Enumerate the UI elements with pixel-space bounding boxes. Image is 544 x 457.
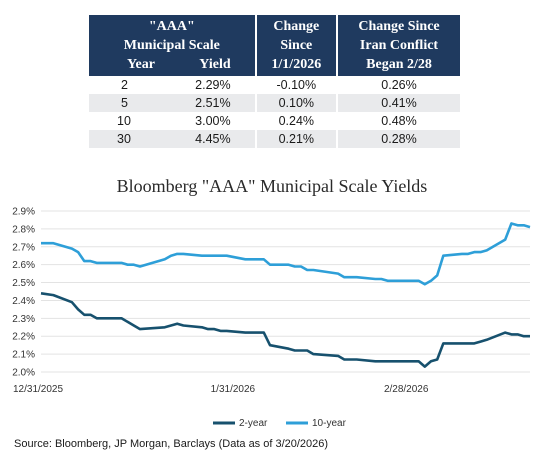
- change-ytd-line3: 1/1/2026: [271, 57, 322, 72]
- y-tick-label: 2.0%: [12, 368, 35, 379]
- y-tick-label: 2.2%: [12, 332, 35, 343]
- y-tick-label: 2.4%: [12, 296, 35, 307]
- scale-header: "AAA" Municipal Scale Year Yield: [89, 15, 256, 76]
- scale-cell: 10 3.00%: [89, 112, 256, 130]
- y-tick-label: 2.1%: [12, 350, 35, 361]
- scale-title-line1: "AAA": [148, 19, 195, 34]
- yield-cell: 2.29%: [195, 78, 231, 92]
- yield-cell: 4.45%: [195, 132, 231, 146]
- series-line-10-year: [41, 222, 531, 286]
- table-row: 5 2.51% 0.10% 0.41%: [89, 94, 460, 112]
- yield-cell: 3.00%: [195, 114, 231, 128]
- change-ytd-line1: Change: [273, 19, 320, 34]
- change-iran-cell: 0.28%: [336, 130, 460, 148]
- change-iran-line3: Began 2/28: [366, 57, 432, 72]
- scale-cell: 5 2.51%: [89, 94, 256, 112]
- y-tick-label: 2.3%: [12, 314, 35, 325]
- change-iran-cell: 0.41%: [336, 94, 460, 112]
- change-iran-line2: Iran Conflict: [359, 38, 439, 53]
- yield-table: "AAA" Municipal Scale Year Yield Change …: [89, 15, 460, 148]
- change-iran-cell: 0.48%: [336, 112, 460, 130]
- change-ytd-cell: 0.10%: [254, 94, 338, 112]
- yield-line-chart: 2.0% 2.1% 2.2% 2.3% 2.4% 2.5% 2.6% 2.7% 2.8% 2.9%…: [12, 207, 531, 429]
- change-ytd-cell: -0.10%: [254, 76, 338, 94]
- source-note: Source: Bloomberg, JP Morgan, Barclays (…: [14, 438, 329, 450]
- change-iran-header: Change Since Iran Conflict Began 2/28: [336, 15, 460, 76]
- year-column-header: Year: [127, 57, 155, 72]
- y-tick-label: 2.7%: [12, 242, 35, 253]
- change-ytd-header: Change Since 1/1/2026: [254, 15, 338, 76]
- x-tick-label: 2/28/2026: [384, 384, 429, 395]
- yield-column-header: Yield: [199, 57, 231, 72]
- year-cell: 5: [121, 96, 128, 110]
- scale-title-line2: Municipal Scale: [123, 38, 220, 53]
- change-ytd-cell: 0.21%: [254, 130, 338, 148]
- legend-label: 2-year: [239, 418, 268, 429]
- chart-title: Bloomberg "AAA" Municipal Scale Yields: [116, 176, 428, 196]
- year-cell: 10: [117, 114, 131, 128]
- change-iran-line1: Change Since: [358, 19, 440, 34]
- scale-cell: 30 4.45%: [89, 130, 256, 148]
- x-tick-label: 1/31/2026: [211, 384, 256, 395]
- yield-cell: 2.51%: [195, 96, 231, 110]
- change-ytd-cell: 0.24%: [254, 112, 338, 130]
- legend-label: 10-year: [312, 418, 347, 429]
- table-row: 10 3.00% 0.24% 0.48%: [89, 112, 460, 130]
- series-line-2-year: [40, 292, 530, 368]
- change-ytd-line2: Since: [280, 38, 313, 53]
- y-tick-label: 2.5%: [12, 278, 35, 289]
- y-tick-label: 2.6%: [12, 260, 35, 271]
- y-tick-label: 2.8%: [12, 224, 35, 235]
- y-tick-label: 2.9%: [12, 207, 35, 218]
- scale-cell: 2 2.29%: [89, 76, 256, 94]
- x-tick-label: 12/31/2025: [13, 384, 63, 395]
- year-cell: 2: [121, 78, 128, 92]
- year-cell: 30: [117, 132, 131, 146]
- table-row: 30 4.45% 0.21% 0.28%: [89, 130, 460, 148]
- table-row: 2 2.29% -0.10% 0.26%: [89, 76, 460, 94]
- change-iran-cell: 0.26%: [336, 76, 460, 94]
